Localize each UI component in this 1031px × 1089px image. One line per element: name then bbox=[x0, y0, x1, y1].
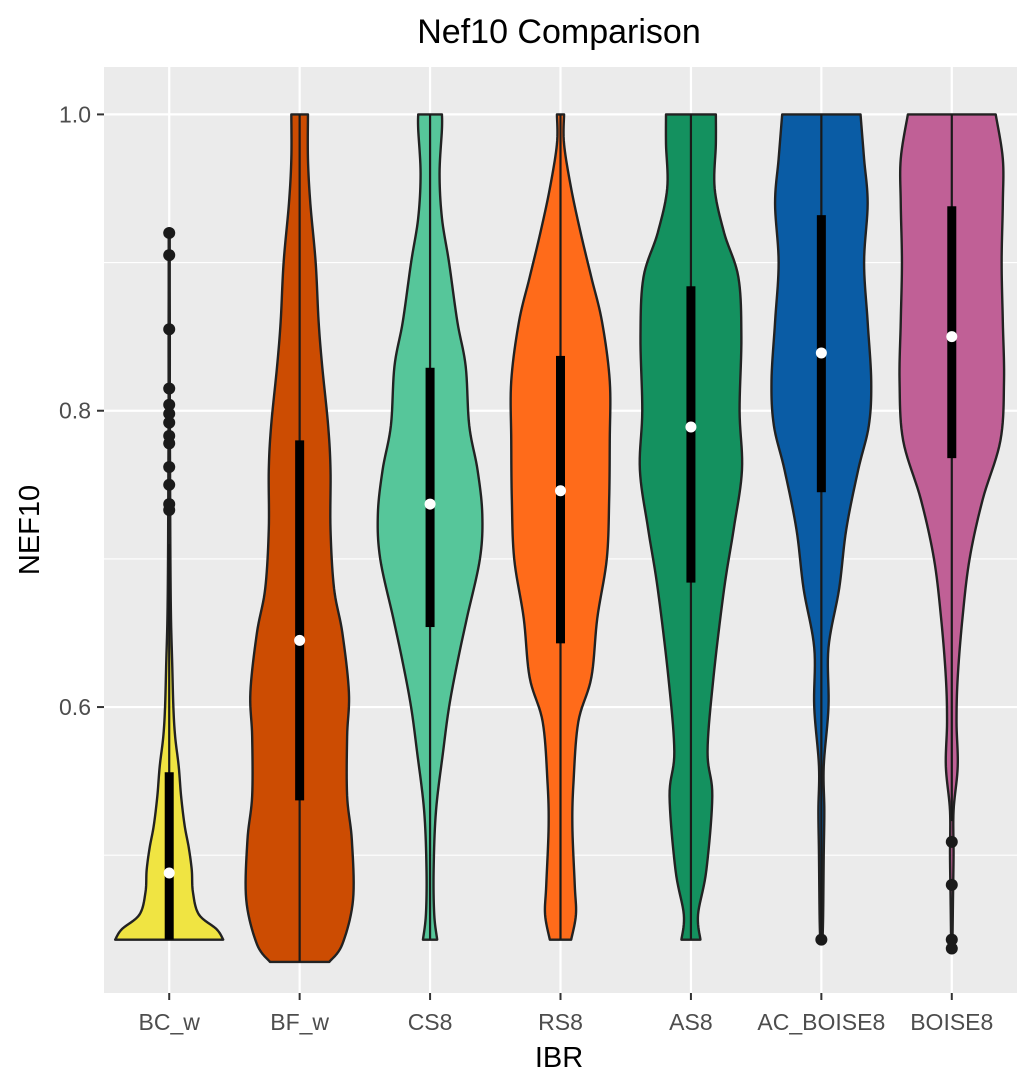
violin-group bbox=[509, 113, 612, 941]
outlier-point bbox=[163, 226, 176, 239]
median-point bbox=[424, 498, 436, 510]
x-tick-label: AS8 bbox=[669, 1009, 712, 1035]
y-tick-label: 0.8 bbox=[59, 398, 91, 424]
median-point bbox=[294, 634, 306, 646]
iqr-box bbox=[556, 355, 565, 644]
median-point bbox=[815, 347, 827, 359]
outlier-point bbox=[163, 429, 176, 442]
outlier-point bbox=[163, 461, 176, 474]
outlier-point bbox=[945, 933, 958, 946]
outlier-point bbox=[163, 382, 176, 395]
outlier-point bbox=[945, 835, 958, 848]
iqr-box bbox=[425, 367, 435, 628]
violin-group bbox=[770, 113, 873, 946]
violin-group bbox=[376, 113, 484, 941]
outlier-point bbox=[163, 398, 176, 411]
violin-group bbox=[244, 113, 355, 964]
x-axis: BC_w BF_w CS8 RS8 AS8 AC_BOISE8 BOISE8 bbox=[139, 993, 993, 1035]
y-tick-label: 0.6 bbox=[59, 694, 91, 720]
outlier-point bbox=[163, 498, 176, 511]
x-tick-label: AC_BOISE8 bbox=[757, 1009, 885, 1035]
outlier-point bbox=[945, 878, 958, 891]
violin-group bbox=[114, 226, 225, 941]
outlier-point bbox=[163, 407, 176, 420]
x-tick-label: RS8 bbox=[538, 1009, 583, 1035]
outlier-point bbox=[163, 323, 176, 336]
y-axis-title: NEF10 bbox=[14, 485, 46, 575]
x-tick-label: CS8 bbox=[408, 1009, 453, 1035]
outlier-point bbox=[945, 942, 958, 955]
violin-group bbox=[898, 113, 1006, 955]
iqr-box bbox=[686, 286, 696, 583]
iqr-box bbox=[295, 440, 305, 801]
x-tick-label: BOISE8 bbox=[910, 1009, 993, 1035]
median-point bbox=[555, 485, 566, 497]
x-tick-label: BC_w bbox=[139, 1009, 201, 1035]
outlier-point bbox=[163, 416, 176, 429]
violins bbox=[114, 113, 1006, 964]
iqr-box bbox=[164, 772, 174, 940]
chart-title: Nef10 Comparison bbox=[417, 13, 700, 51]
median-point bbox=[946, 331, 958, 343]
outlier-point bbox=[163, 478, 176, 491]
x-axis-title: IBR bbox=[535, 1042, 583, 1074]
median-point bbox=[163, 867, 175, 879]
x-tick-label: BF_w bbox=[270, 1009, 329, 1035]
median-point bbox=[685, 421, 697, 433]
outlier-point bbox=[163, 249, 176, 262]
y-axis: 0.6 0.8 1.0 bbox=[59, 101, 104, 720]
y-tick-label: 1.0 bbox=[59, 101, 91, 127]
outlier-point bbox=[815, 933, 828, 946]
violin-group bbox=[638, 113, 744, 941]
